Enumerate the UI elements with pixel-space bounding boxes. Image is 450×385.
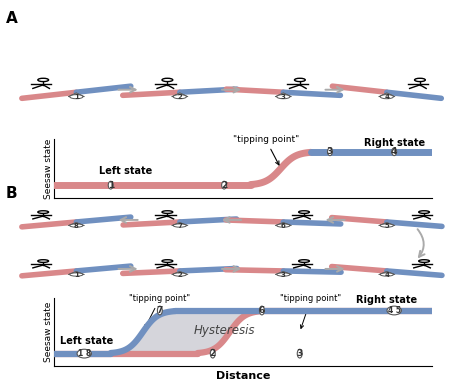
Text: Left state: Left state (99, 166, 153, 176)
Circle shape (70, 224, 83, 227)
Text: 3: 3 (327, 147, 333, 156)
Polygon shape (68, 93, 85, 97)
Circle shape (173, 224, 186, 227)
Text: 3: 3 (297, 349, 303, 358)
Circle shape (173, 95, 186, 99)
Text: 1: 1 (74, 271, 79, 278)
Circle shape (70, 95, 83, 99)
X-axis label: Distance: Distance (216, 371, 270, 381)
Circle shape (210, 349, 215, 358)
Text: 6: 6 (259, 306, 265, 315)
Y-axis label: Seesaw state: Seesaw state (44, 138, 53, 199)
Circle shape (70, 273, 83, 276)
Text: 7: 7 (177, 223, 182, 229)
Text: 1: 1 (108, 181, 114, 190)
Text: 3: 3 (281, 94, 286, 100)
Text: 4: 4 (384, 94, 389, 100)
Text: 2: 2 (221, 181, 227, 190)
Ellipse shape (77, 349, 91, 358)
Polygon shape (171, 93, 188, 97)
Circle shape (277, 273, 290, 276)
Circle shape (380, 273, 393, 276)
Polygon shape (378, 271, 395, 275)
Text: "tipping point": "tipping point" (129, 294, 190, 329)
Text: "tipping point": "tipping point" (233, 135, 299, 165)
Polygon shape (171, 271, 188, 275)
Polygon shape (378, 93, 395, 97)
Polygon shape (378, 223, 395, 226)
Text: 2: 2 (177, 271, 182, 278)
Text: 3: 3 (281, 271, 286, 278)
Polygon shape (275, 223, 292, 226)
Circle shape (297, 349, 302, 358)
Text: 8: 8 (74, 223, 79, 229)
Circle shape (260, 306, 264, 315)
Polygon shape (275, 271, 292, 275)
Text: Right state: Right state (364, 138, 425, 148)
Text: 5: 5 (384, 223, 389, 229)
Text: 2: 2 (177, 94, 182, 100)
Polygon shape (68, 271, 85, 275)
Polygon shape (68, 223, 85, 226)
Circle shape (328, 148, 333, 156)
Circle shape (277, 95, 290, 99)
Y-axis label: Seesaw state: Seesaw state (44, 302, 53, 362)
Circle shape (222, 181, 226, 189)
Text: "tipping point": "tipping point" (280, 294, 342, 328)
Text: 1: 1 (74, 94, 79, 100)
Circle shape (158, 306, 162, 315)
Polygon shape (171, 223, 188, 226)
Text: A: A (6, 11, 18, 26)
Text: 4: 4 (391, 147, 397, 156)
Text: 4 5: 4 5 (388, 306, 400, 315)
Text: 2: 2 (210, 349, 216, 358)
Text: B: B (6, 186, 18, 201)
Circle shape (277, 224, 290, 227)
Circle shape (173, 273, 186, 276)
Circle shape (392, 148, 396, 156)
Text: 7: 7 (157, 306, 163, 315)
Polygon shape (275, 93, 292, 97)
Text: Left state: Left state (60, 336, 113, 346)
Ellipse shape (387, 306, 401, 315)
Circle shape (380, 95, 393, 99)
Text: 6: 6 (281, 223, 286, 229)
Text: Right state: Right state (356, 295, 418, 305)
Polygon shape (111, 310, 299, 353)
Circle shape (380, 224, 393, 227)
Circle shape (108, 181, 113, 189)
Text: Hysteresis: Hysteresis (194, 324, 255, 337)
Text: 4: 4 (384, 271, 389, 278)
Text: 1 8: 1 8 (77, 349, 91, 358)
